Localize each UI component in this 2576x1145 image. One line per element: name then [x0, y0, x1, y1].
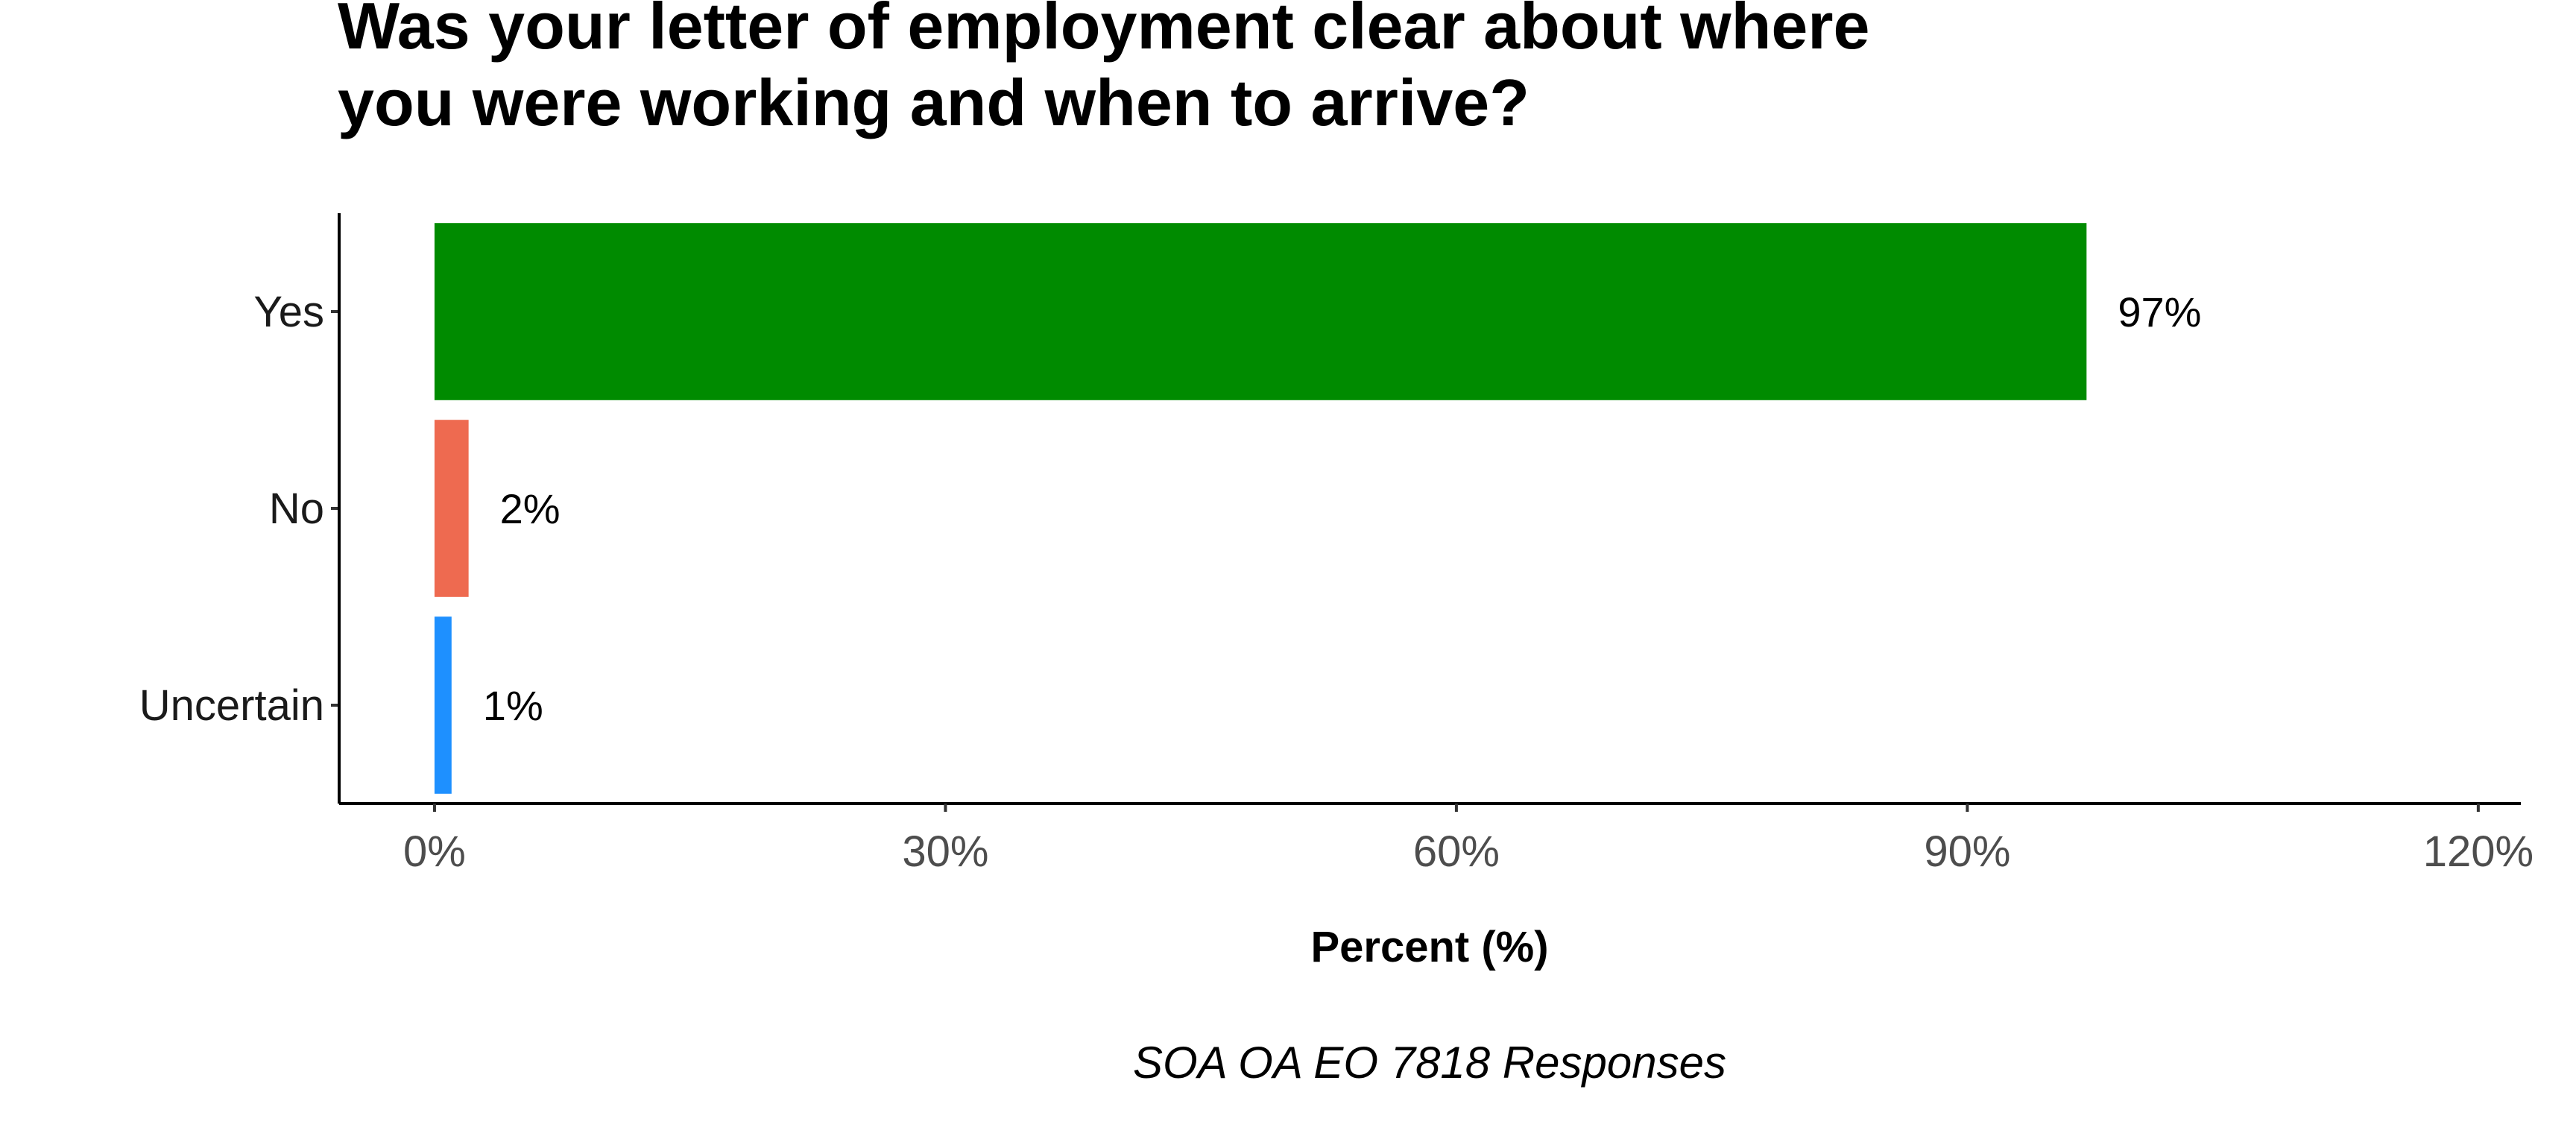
- bar-no: [434, 420, 469, 597]
- x-tick-label-60: 60%: [1413, 827, 1500, 876]
- y-tick-label-yes: Yes: [253, 288, 324, 336]
- bar-uncertain: [434, 616, 452, 794]
- y-tick-label-no: No: [269, 485, 324, 533]
- data-label-yes: 97%: [2118, 288, 2201, 335]
- bar-yes: [434, 223, 2087, 400]
- axes-layer: Yes No Uncertain 0% 30% 60% 90% 120%: [139, 213, 2534, 876]
- x-axis-title: Percent (%): [1310, 923, 1548, 971]
- chart-caption: SOA OA EO 7818 Responses: [1133, 1038, 1726, 1088]
- x-tick-label-90: 90%: [1924, 827, 2010, 876]
- chart-title-line-2: you were working and when to arrive?: [338, 66, 1530, 139]
- y-tick-label-uncertain: Uncertain: [139, 681, 324, 730]
- data-label-uncertain: 1%: [483, 682, 543, 729]
- data-labels-layer: 97% 2% 1%: [483, 288, 2202, 729]
- data-label-no: 2%: [500, 485, 561, 532]
- chart-title-line-1: Was your letter of employment clear abou…: [338, 0, 1869, 63]
- x-tick-label-120: 120%: [2423, 827, 2534, 876]
- x-tick-label-30: 30%: [902, 827, 988, 876]
- bars-layer: [434, 223, 2087, 794]
- x-tick-label-0: 0%: [403, 827, 466, 876]
